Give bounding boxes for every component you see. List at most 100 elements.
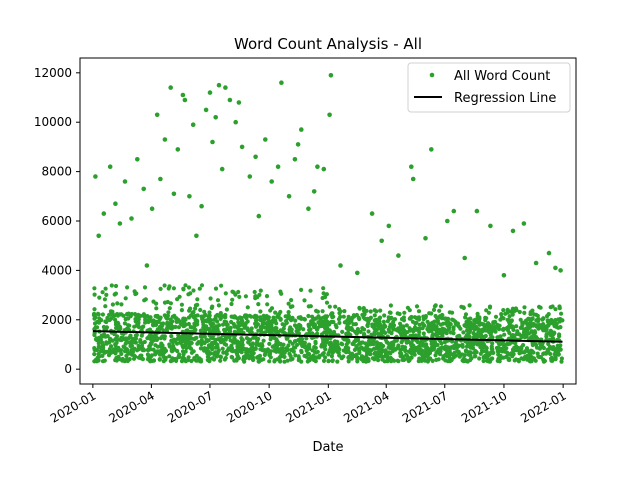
data-point bbox=[507, 314, 512, 319]
data-point bbox=[116, 345, 121, 350]
data-point bbox=[130, 347, 135, 352]
data-point bbox=[204, 337, 209, 342]
data-point bbox=[229, 346, 235, 351]
data-point bbox=[110, 302, 115, 307]
data-point bbox=[104, 292, 109, 297]
x-tick-label: 2021-07 bbox=[400, 388, 450, 425]
data-point bbox=[544, 325, 549, 330]
data-point bbox=[374, 309, 379, 314]
data-point bbox=[534, 318, 539, 323]
data-point bbox=[258, 309, 263, 314]
data-point bbox=[232, 329, 237, 334]
data-point bbox=[105, 334, 110, 339]
data-point bbox=[445, 350, 450, 355]
data-point bbox=[289, 298, 294, 303]
data-point bbox=[285, 358, 290, 363]
data-point bbox=[461, 356, 466, 361]
data-point bbox=[96, 233, 101, 239]
data-point bbox=[225, 326, 230, 331]
data-point bbox=[213, 316, 218, 321]
data-point bbox=[558, 325, 563, 330]
data-point bbox=[293, 318, 298, 323]
data-point bbox=[433, 353, 438, 358]
data-point bbox=[253, 296, 258, 301]
data-point bbox=[474, 208, 480, 214]
data-point bbox=[290, 304, 295, 309]
data-point bbox=[260, 343, 265, 348]
data-point bbox=[507, 352, 512, 357]
data-point bbox=[249, 346, 254, 351]
data-point bbox=[186, 315, 192, 320]
data-point bbox=[253, 154, 258, 160]
data-point bbox=[161, 321, 166, 326]
data-point bbox=[171, 286, 176, 291]
data-point bbox=[376, 354, 381, 359]
legend: All Word Count Regression Line bbox=[407, 62, 571, 113]
data-point bbox=[181, 320, 186, 325]
data-point bbox=[214, 350, 219, 355]
data-point bbox=[540, 325, 545, 331]
data-point bbox=[456, 324, 461, 329]
data-point bbox=[177, 354, 182, 360]
data-point bbox=[176, 317, 181, 322]
data-point bbox=[310, 314, 315, 319]
data-point bbox=[96, 341, 101, 346]
data-point bbox=[183, 283, 188, 288]
data-point bbox=[104, 341, 109, 346]
data-point bbox=[212, 326, 217, 331]
data-point bbox=[330, 347, 335, 353]
data-point bbox=[395, 311, 400, 316]
data-point bbox=[103, 319, 108, 324]
data-point bbox=[275, 164, 281, 169]
data-point bbox=[328, 73, 334, 78]
data-point bbox=[256, 336, 261, 341]
data-point bbox=[510, 333, 515, 338]
data-point bbox=[168, 317, 173, 322]
data-point bbox=[469, 321, 474, 326]
data-point bbox=[436, 327, 441, 332]
data-point bbox=[267, 324, 272, 329]
data-point bbox=[93, 315, 98, 320]
data-point bbox=[243, 294, 248, 299]
data-point bbox=[275, 331, 281, 336]
data-point bbox=[311, 189, 317, 194]
data-point bbox=[416, 333, 421, 338]
data-point bbox=[306, 304, 311, 309]
data-point bbox=[272, 358, 277, 363]
data-point bbox=[445, 316, 450, 322]
data-point bbox=[242, 325, 247, 330]
data-point bbox=[502, 332, 507, 337]
data-point bbox=[136, 312, 141, 317]
data-point bbox=[553, 357, 558, 362]
data-point bbox=[519, 346, 524, 351]
data-point bbox=[282, 354, 287, 359]
data-point bbox=[199, 203, 204, 209]
data-point bbox=[506, 357, 511, 362]
data-point bbox=[157, 327, 162, 332]
data-point bbox=[170, 356, 175, 361]
data-point bbox=[123, 317, 128, 322]
data-point bbox=[239, 317, 244, 323]
data-point bbox=[532, 312, 537, 317]
data-point bbox=[548, 351, 553, 356]
data-point bbox=[491, 328, 497, 333]
data-point bbox=[409, 164, 414, 169]
data-point bbox=[223, 291, 228, 296]
data-point bbox=[161, 359, 166, 364]
data-point bbox=[330, 314, 335, 319]
data-point bbox=[215, 312, 220, 318]
data-point bbox=[168, 322, 174, 328]
data-point bbox=[541, 351, 546, 356]
data-point bbox=[210, 139, 215, 145]
data-point bbox=[108, 336, 113, 341]
data-point bbox=[151, 318, 156, 323]
data-point bbox=[468, 342, 473, 347]
data-point bbox=[108, 309, 113, 314]
data-point bbox=[100, 353, 105, 358]
data-point bbox=[459, 304, 464, 309]
data-point bbox=[101, 334, 106, 339]
data-point bbox=[98, 349, 103, 354]
y-axis: 0 2000 4000 6000 8000 10000 12000 bbox=[34, 66, 80, 376]
data-point bbox=[511, 348, 516, 353]
data-point bbox=[236, 345, 241, 351]
